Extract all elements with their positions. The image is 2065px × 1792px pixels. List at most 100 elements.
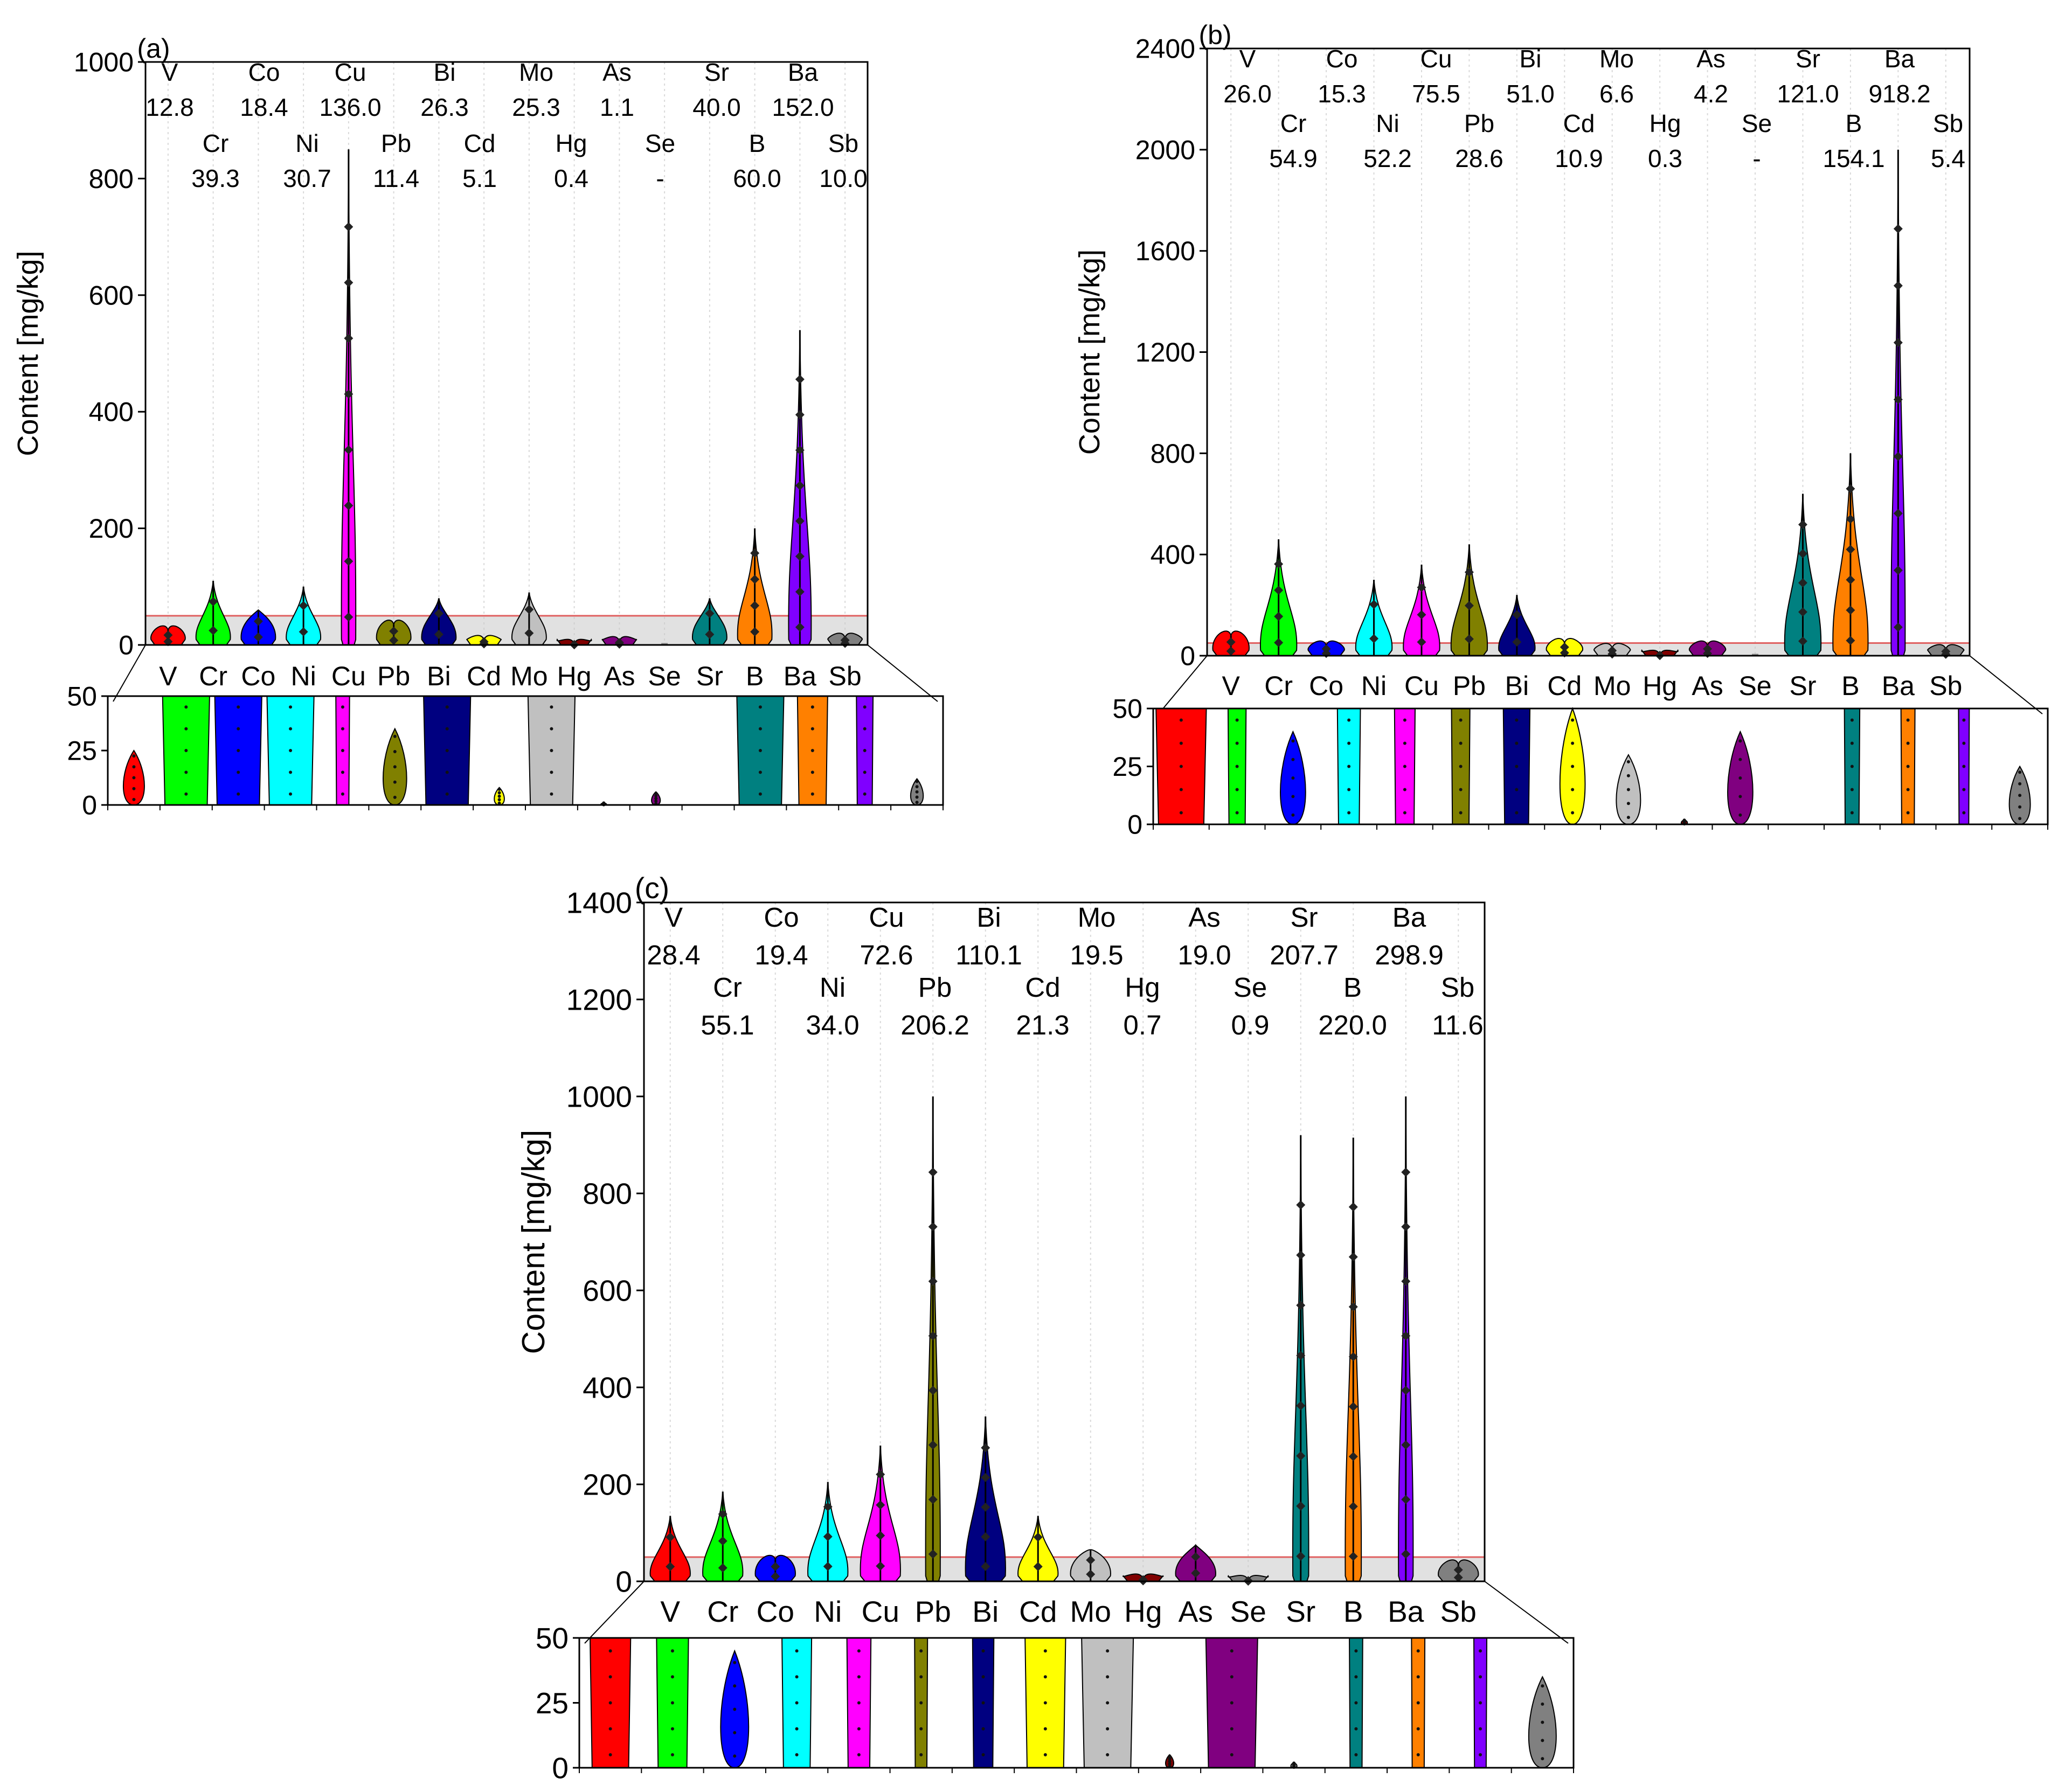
zoom-point-B [1906, 788, 1910, 791]
zoom-point-Bi [445, 727, 449, 731]
y-tick-label: 200 [583, 1468, 632, 1501]
data-point-Ni [299, 627, 308, 637]
data-point-Cd [1560, 642, 1569, 652]
data-point-Sr [1296, 1451, 1306, 1461]
x-tick-label-As: As [1179, 1595, 1213, 1628]
zoom-point-Co [733, 1754, 737, 1758]
ref-value-Hg: 0.3 [1648, 144, 1682, 172]
x-tick-label-B: B [1841, 671, 1859, 701]
zoom-point-Ni [795, 1649, 799, 1653]
data-point-Cd [479, 637, 489, 647]
zoom-point-As [1230, 1701, 1234, 1705]
zoom-point-Co [237, 705, 240, 709]
ref-value-B: 220.0 [1318, 1010, 1387, 1040]
zoom-point-Cd [1571, 811, 1575, 815]
zoom-y-tick-label: 0 [552, 1751, 569, 1784]
zoom-point-Mo [1626, 802, 1630, 805]
data-point-Bi [1512, 610, 1522, 620]
zoom-point-B [810, 792, 814, 796]
zoom-point-Bi [445, 749, 449, 752]
y-tick-label: 800 [583, 1177, 632, 1210]
ref-value-V: 12.8 [145, 93, 194, 121]
x-tick-label-As: As [1692, 671, 1723, 701]
ref-element-Sb: Sb [1933, 109, 1963, 137]
zoom-point-Cr [184, 749, 188, 752]
x-tick-label-Sr: Sr [1789, 671, 1816, 701]
ref-element-Cr: Cr [203, 129, 229, 157]
data-point-Cu [344, 389, 354, 399]
ref-element-Co: Co [764, 902, 799, 933]
zoom-point-B [810, 727, 814, 731]
zoom-point-As [1230, 1727, 1234, 1731]
data-point-B [1846, 636, 1855, 645]
ref-value-As: 4.2 [1694, 80, 1728, 108]
x-tick-label-Sb: Sb [1440, 1595, 1477, 1628]
zoom-point-As [654, 799, 658, 803]
zoom-point-Pb [919, 1701, 923, 1705]
zoom-point-Bi [1515, 741, 1519, 745]
zoom-point-Ni [795, 1727, 799, 1731]
zoom-point-Cu [1403, 811, 1406, 815]
zoom-point-Pb [1459, 765, 1463, 768]
data-point-V [666, 1562, 675, 1572]
ref-value-Cr: 54.9 [1269, 144, 1318, 172]
ref-value-Cu: 72.6 [860, 940, 913, 970]
ref-value-Ni: 34.0 [806, 1010, 859, 1040]
ref-value-Sr: 207.7 [1270, 940, 1339, 970]
data-point-Ba [795, 445, 805, 455]
zoom-point-Cr [1235, 788, 1239, 791]
x-tick-label-Cr: Cr [1264, 671, 1293, 701]
zoom-point-Co [733, 1661, 737, 1664]
ref-value-Se: 0.9 [1231, 1010, 1270, 1040]
x-tick-label-Cd: Cd [1547, 671, 1582, 701]
zoom-point-Bi [1515, 765, 1519, 768]
zoom-point-Cu [341, 792, 344, 796]
data-point-Sb [840, 635, 850, 645]
zoom-point-Cu [857, 1649, 861, 1653]
x-tick-label-V: V [660, 1595, 680, 1628]
panel-label: (c) [635, 871, 669, 905]
zoom-point-Sr [758, 770, 762, 774]
data-point-Cu [1417, 610, 1426, 620]
ref-element-Cr: Cr [713, 972, 742, 1003]
y-tick-label: 800 [89, 164, 134, 194]
ref-value-Ba: 152.0 [772, 93, 834, 121]
data-point-Ni [1369, 600, 1379, 609]
zoom-point-Mo [550, 770, 553, 774]
zoom-point-Co [1291, 739, 1295, 743]
zoom-point-As [1230, 1675, 1234, 1679]
y-tick-label: 1400 [566, 886, 632, 919]
y-tick-label: 0 [1180, 641, 1195, 671]
zoom-point-Ba [1962, 718, 1966, 722]
zoom-point-Sr [758, 749, 762, 752]
data-point-Pb [389, 626, 399, 636]
data-point-Ba [1401, 1440, 1411, 1450]
zoom-point-Cr [670, 1649, 674, 1653]
ref-value-As: 1.1 [600, 93, 634, 121]
ref-element-As: As [1696, 45, 1726, 73]
y-axis-label: Content [mg/kg] [516, 1130, 551, 1355]
zoom-point-As [1230, 1649, 1234, 1653]
data-point-Cr [1274, 638, 1284, 648]
data-point-Ba [1893, 338, 1903, 348]
panel-label: (b) [1198, 20, 1231, 50]
data-point-Mo [1607, 646, 1617, 655]
ref-element-Mo: Mo [1078, 902, 1116, 933]
data-point-B [1348, 1352, 1358, 1362]
zoom-point-Hg [1168, 1757, 1172, 1761]
x-tick-label-Se: Se [648, 661, 681, 691]
data-point-Sb [1453, 1573, 1463, 1582]
y-tick-label: 400 [583, 1371, 632, 1404]
zoom-point-B [810, 749, 814, 752]
zoom-point-V [132, 754, 136, 758]
y-tick-label: 1000 [566, 1080, 632, 1113]
x-tick-label-Ba: Ba [784, 661, 816, 691]
data-point-B [1846, 545, 1855, 554]
zoom-point-B [1416, 1727, 1420, 1731]
zoom-point-Sb [915, 780, 919, 783]
zoom-point-Ba [1962, 788, 1966, 791]
zoom-point-Bi [981, 1675, 985, 1679]
data-point-Pb [1464, 634, 1474, 644]
x-tick-label-Hg: Hg [557, 661, 592, 691]
zoom-point-Sb [2018, 805, 2022, 809]
